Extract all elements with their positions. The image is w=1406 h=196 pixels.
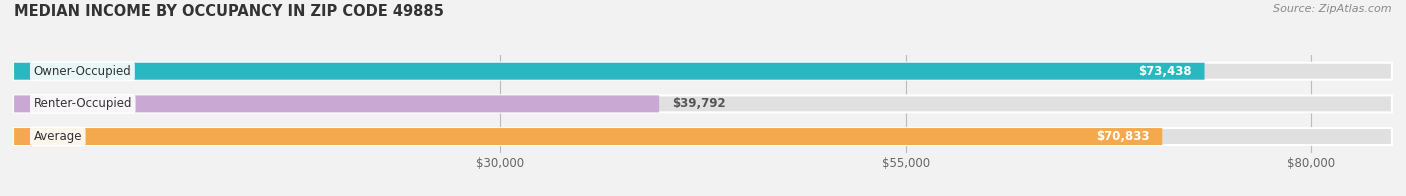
Text: $70,833: $70,833	[1095, 130, 1149, 143]
Text: Source: ZipAtlas.com: Source: ZipAtlas.com	[1274, 4, 1392, 14]
FancyBboxPatch shape	[14, 63, 1205, 80]
Text: Owner-Occupied: Owner-Occupied	[34, 65, 131, 78]
Text: $39,792: $39,792	[672, 97, 725, 110]
FancyBboxPatch shape	[14, 63, 1392, 80]
FancyBboxPatch shape	[14, 95, 659, 112]
FancyBboxPatch shape	[14, 128, 1163, 145]
Text: MEDIAN INCOME BY OCCUPANCY IN ZIP CODE 49885: MEDIAN INCOME BY OCCUPANCY IN ZIP CODE 4…	[14, 4, 444, 19]
Text: $73,438: $73,438	[1137, 65, 1191, 78]
Text: Renter-Occupied: Renter-Occupied	[34, 97, 132, 110]
Text: Average: Average	[34, 130, 82, 143]
FancyBboxPatch shape	[14, 128, 1392, 145]
FancyBboxPatch shape	[14, 95, 1392, 112]
